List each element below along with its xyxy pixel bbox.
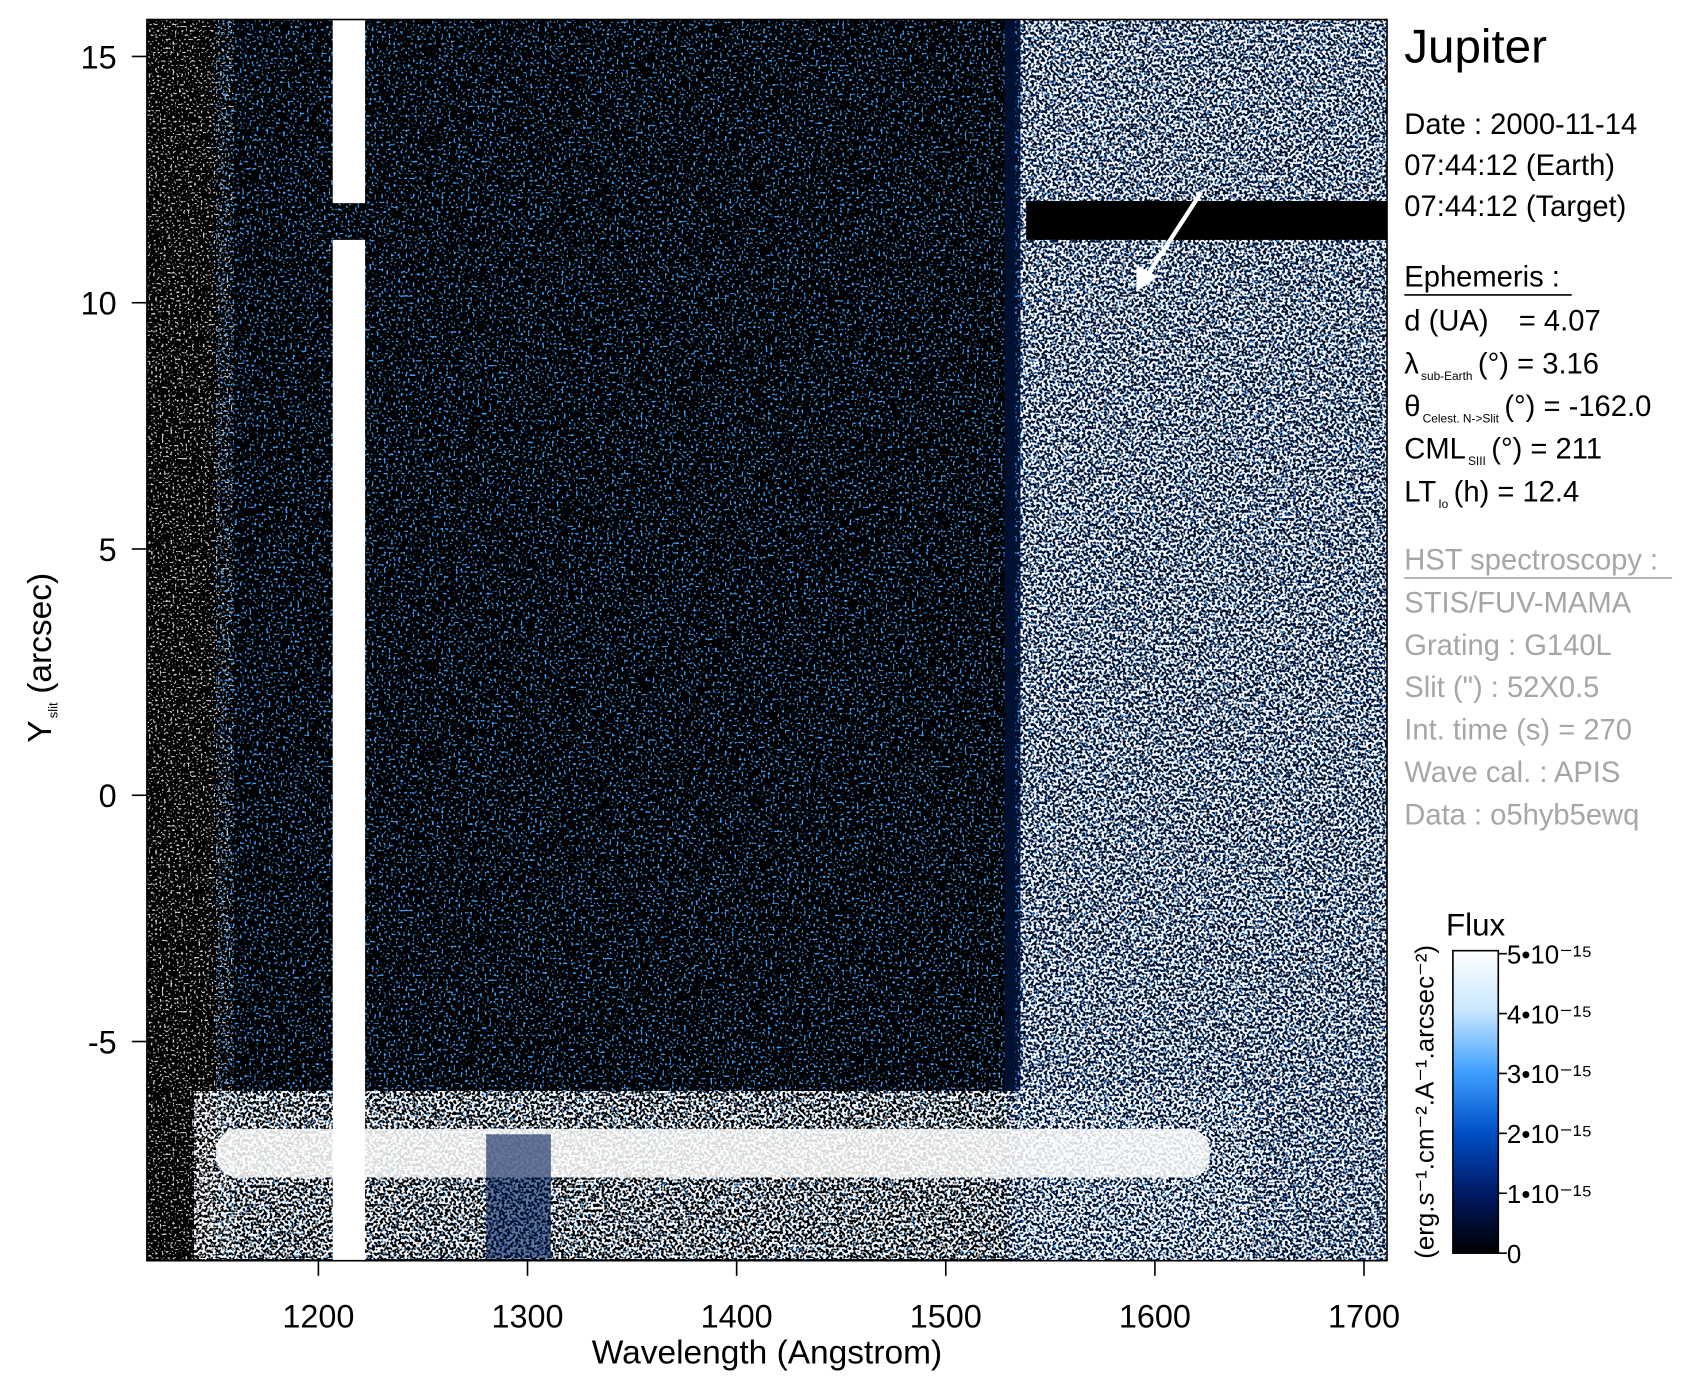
observation-line: Data : o5hyb5ewq xyxy=(1404,799,1639,831)
y-tick-label: 0 xyxy=(99,778,117,814)
y-axis-subscript: slit xyxy=(45,702,60,718)
info-title: Jupiter xyxy=(1404,21,1547,74)
x-tick-label: 1400 xyxy=(701,1299,773,1335)
ephemeris-row: θ Celest. N->Slit (°) = -162.0 xyxy=(1404,391,1651,425)
date-line: 07:44:12 (Earth) xyxy=(1404,150,1615,182)
ephemeris-symbol: θ xyxy=(1404,391,1420,423)
band xyxy=(216,1128,1210,1178)
arrow xyxy=(1143,191,1204,280)
observation-line: Grating : G140L xyxy=(1404,630,1611,662)
ephemeris-symbol: λ xyxy=(1404,348,1419,380)
x-tick-label: 1600 xyxy=(1119,1299,1191,1335)
x-tick-label: 1300 xyxy=(491,1299,563,1335)
ephemeris-value: = 4.07 xyxy=(1519,306,1601,338)
arrow-head xyxy=(1136,264,1159,292)
ephemeris-symbol: CML xyxy=(1404,434,1466,466)
colorbar-tick-label: 5•10⁻¹⁵ xyxy=(1507,941,1592,969)
x-tick-label: 1700 xyxy=(1328,1299,1400,1335)
observation-line: Int. time (s) = 270 xyxy=(1404,715,1632,747)
ephemeris-subscript: sub-Earth xyxy=(1421,369,1472,383)
x-axis-label: Wavelength (Angstrom) xyxy=(592,1334,942,1371)
ephemeris-row: CML SIII (°) = 211 xyxy=(1404,434,1602,468)
x-tick-label: 1500 xyxy=(910,1299,982,1335)
colorbar-label: (erg.s⁻¹.cm⁻².A⁻¹.arcsec⁻²) xyxy=(1411,945,1439,1259)
ephemeris-row: LT Io (h) = 12.4 xyxy=(1404,476,1579,510)
ephemeris-symbol: d (UA) xyxy=(1404,306,1488,338)
y-axis-symbol: Y xyxy=(22,720,59,742)
plot-frame xyxy=(146,18,1388,1262)
ephemeris-symbol: LT xyxy=(1404,476,1436,508)
ephemeris-value: (°) = 211 xyxy=(1491,434,1602,466)
lyman-alpha xyxy=(332,239,366,1261)
y-tick-label: 5 xyxy=(99,532,117,568)
ephemeris-value: (h) = 12.4 xyxy=(1454,476,1580,508)
colorbar-tick-label: 4•10⁻¹⁵ xyxy=(1507,1001,1592,1029)
ephemeris-subscript: Celest. N->Slit xyxy=(1423,411,1500,425)
observation-line: STIS/FUV-MAMA xyxy=(1404,588,1631,620)
band xyxy=(486,1134,551,1259)
observation-heading: HST spectroscopy : xyxy=(1404,544,1658,576)
colorbar-tick-label: 3•10⁻¹⁵ xyxy=(1507,1061,1592,1089)
stripe xyxy=(1026,200,1388,240)
lyman-alpha xyxy=(332,19,366,204)
ephemeris-row: λ sub-Earth (°) = 3.16 xyxy=(1404,348,1599,382)
ephemeris-heading: Ephemeris : xyxy=(1404,261,1560,293)
date-line: 07:44:12 (Target) xyxy=(1404,191,1626,223)
y-axis-unit: (arcsec) xyxy=(22,573,59,694)
colorbar xyxy=(1452,949,1500,1254)
spectrogram-image xyxy=(146,19,1388,1261)
ephemeris-subscript: SIII xyxy=(1468,454,1486,468)
observation-line: Wave cal. : APIS xyxy=(1404,757,1620,789)
colorbar-tick-label: 0 xyxy=(1507,1241,1521,1269)
colorbar-title: Flux xyxy=(1446,908,1505,943)
ephemeris-subscript: Io xyxy=(1438,497,1448,511)
ephemeris-value: (°) = -162.0 xyxy=(1504,391,1651,423)
y-tick-label: 15 xyxy=(81,39,117,75)
ephemeris-row: d (UA) = 4.07 xyxy=(1404,306,1600,338)
y-tick-label: 10 xyxy=(81,286,117,322)
ephemeris-value: (°) = 3.16 xyxy=(1478,348,1599,380)
x-tick-label: 1200 xyxy=(282,1299,354,1335)
y-axis-label: Yslit (arcsec) xyxy=(22,573,60,743)
date-line: Date : 2000-11-14 xyxy=(1404,109,1637,141)
observation-line: Slit (") : 52X0.5 xyxy=(1404,672,1599,704)
colorbar-tick-label: 2•10⁻¹⁵ xyxy=(1507,1121,1592,1149)
y-tick-label: -5 xyxy=(88,1024,117,1060)
colorbar-tick-label: 1•10⁻¹⁵ xyxy=(1507,1181,1592,1209)
